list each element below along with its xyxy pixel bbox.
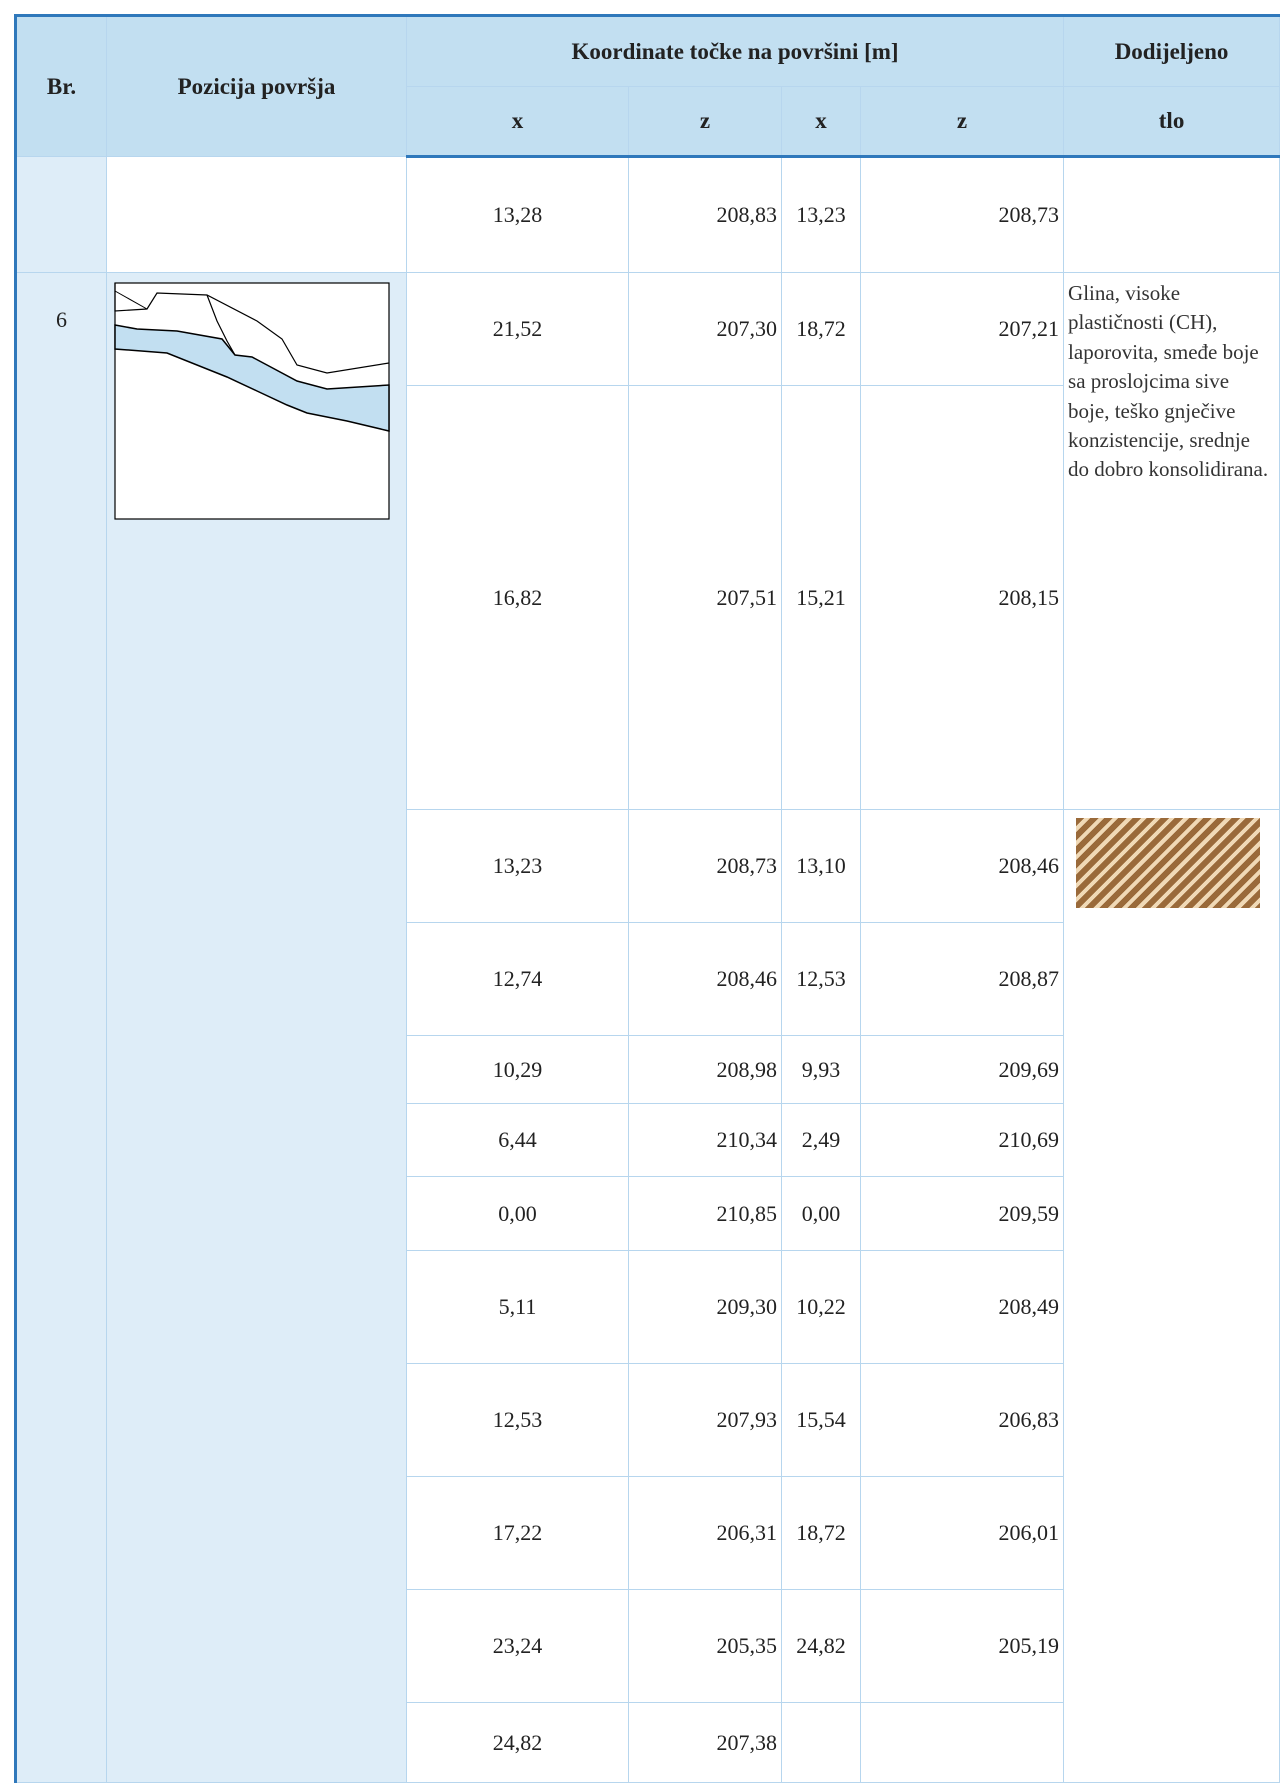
header-axis: z: [628, 86, 782, 158]
table-row: 5,11 209,30 10,22 208,49: [16, 1250, 1280, 1364]
table-row: 24,82 207,38: [16, 1702, 1280, 1783]
coordinate-cell: 205,35: [628, 1589, 782, 1703]
coordinate-cell: 206,01: [859, 1476, 1065, 1590]
header-soil: Dodijeljeno: [1063, 14, 1281, 87]
coordinate-cell: 10,29: [406, 1035, 629, 1104]
coordinate-cell: 205,19: [859, 1589, 1065, 1703]
soil-cell: [1063, 809, 1281, 1783]
coordinate-cell: 18,72: [781, 272, 861, 386]
coordinate-cell: 13,10: [781, 809, 861, 923]
coordinate-cell: 2,49: [781, 1103, 861, 1177]
coordinate-cell: 5,11: [406, 1250, 629, 1364]
coordinate-cell: 12,74: [406, 922, 629, 1036]
position-cell: [106, 272, 407, 1783]
coordinate-cell: 24,82: [406, 1702, 629, 1783]
coordinate-cell: 9,93: [781, 1035, 861, 1104]
number-cell: 6: [14, 272, 107, 1783]
coordinate-cell: 207,51: [628, 385, 782, 810]
coordinate-cell: 207,21: [859, 272, 1065, 386]
table-row: 12,53 207,93 15,54 206,83: [16, 1363, 1280, 1477]
position-cell: [106, 156, 407, 273]
header-position: Pozicija površja: [106, 14, 407, 157]
header-axis: z: [859, 86, 1065, 158]
coordinate-cell: 208,73: [628, 809, 782, 923]
table-row: 16,82 207,51 15,21 208,15: [16, 385, 1280, 810]
coordinate-cell: 208,46: [859, 809, 1065, 923]
coordinate-cell: 0,00: [781, 1176, 861, 1251]
header-coordinates: Koordinate točke na površini [m]: [405, 14, 1065, 87]
table-row: 0,00 210,85 0,00 209,59: [16, 1176, 1280, 1251]
coordinate-cell: 208,15: [859, 385, 1065, 810]
coordinate-cell: 13,23: [781, 156, 861, 273]
soil-hatch: [1076, 818, 1261, 908]
coordinate-cell: 206,31: [628, 1476, 782, 1590]
coordinate-cell: 209,30: [628, 1250, 782, 1364]
table-row: 12,74 208,46 12,53 208,87: [16, 922, 1280, 1036]
header-number: Br.: [14, 14, 107, 157]
header-axis: x: [406, 86, 629, 158]
coordinate-cell: 6,44: [406, 1103, 629, 1177]
coordinate-cell: 208,98: [628, 1035, 782, 1104]
table-row: 17,22 206,31 18,72 206,01: [16, 1476, 1280, 1590]
coordinate-cell: 209,69: [859, 1035, 1065, 1104]
soil-description: Glina, visoke plastičnosti (CH), laporov…: [1063, 272, 1281, 810]
coordinate-cell: 206,83: [859, 1363, 1065, 1477]
coordinate-cell: 0,00: [406, 1176, 629, 1251]
coordinate-cell: [781, 1702, 861, 1783]
coordinate-cell: 210,34: [628, 1103, 782, 1177]
coordinate-cell: 15,54: [781, 1363, 861, 1477]
coordinate-cell: 208,73: [859, 156, 1065, 273]
coordinate-cell: 15,21: [781, 385, 861, 810]
table-row: 6 21,52 207,30 18,72 207,21 Glina, visoke pla…: [14, 272, 1281, 1783]
coordinate-cell: [859, 1702, 1065, 1783]
coordinate-cell: 17,22: [406, 1476, 629, 1590]
coordinate-cell: 208,83: [628, 156, 782, 273]
coordinate-cell: 23,24: [406, 1589, 629, 1703]
coordinate-cell: 207,38: [628, 1702, 782, 1783]
coordinate-cell: 207,30: [628, 272, 782, 386]
number-cell: [14, 156, 107, 273]
coordinate-cell: 209,59: [859, 1176, 1065, 1251]
table-row: 13,23 208,73 13,10 208,46: [16, 809, 1281, 1783]
coordinate-cell: 13,28: [406, 156, 629, 273]
coordinate-cell: 10,22: [781, 1250, 861, 1364]
coordinate-table: Br. Pozicija površja Koordinate točke na…: [14, 14, 1281, 1783]
coordinate-cell: 12,53: [781, 922, 861, 1036]
coordinate-cell: 21,52: [406, 272, 629, 386]
coordinate-cell: 13,23: [406, 809, 629, 923]
coordinate-cell: 18,72: [781, 1476, 861, 1590]
coordinate-cell: 210,69: [859, 1103, 1065, 1177]
header-axis: x: [781, 86, 861, 158]
table-body: 13,28 208,83 13,23 208,73 6 21,52 207,30 18,72 2…: [14, 156, 1281, 1783]
coordinate-cell: 208,87: [859, 922, 1065, 1036]
coordinate-cell: 208,49: [859, 1250, 1065, 1364]
soil-cell: [1063, 156, 1281, 273]
table-row: 6,44 210,34 2,49 210,69: [16, 1103, 1280, 1177]
table-row: 23,24 205,35 24,82 205,19: [16, 1589, 1280, 1703]
table-row: 13,28 208,83 13,23 208,73: [14, 156, 1281, 273]
coordinate-cell: 210,85: [628, 1176, 782, 1251]
header-soil: tlo: [1063, 86, 1281, 158]
slope-sketch: [114, 282, 390, 520]
coordinate-cell: 24,82: [781, 1589, 861, 1703]
coordinate-cell: 16,82: [406, 385, 629, 810]
coordinate-cell: 208,46: [628, 922, 782, 1036]
table-row: 10,29 208,98 9,93 209,69: [16, 1035, 1280, 1104]
coordinate-cell: 207,93: [628, 1363, 782, 1477]
coordinate-cell: 12,53: [406, 1363, 629, 1477]
